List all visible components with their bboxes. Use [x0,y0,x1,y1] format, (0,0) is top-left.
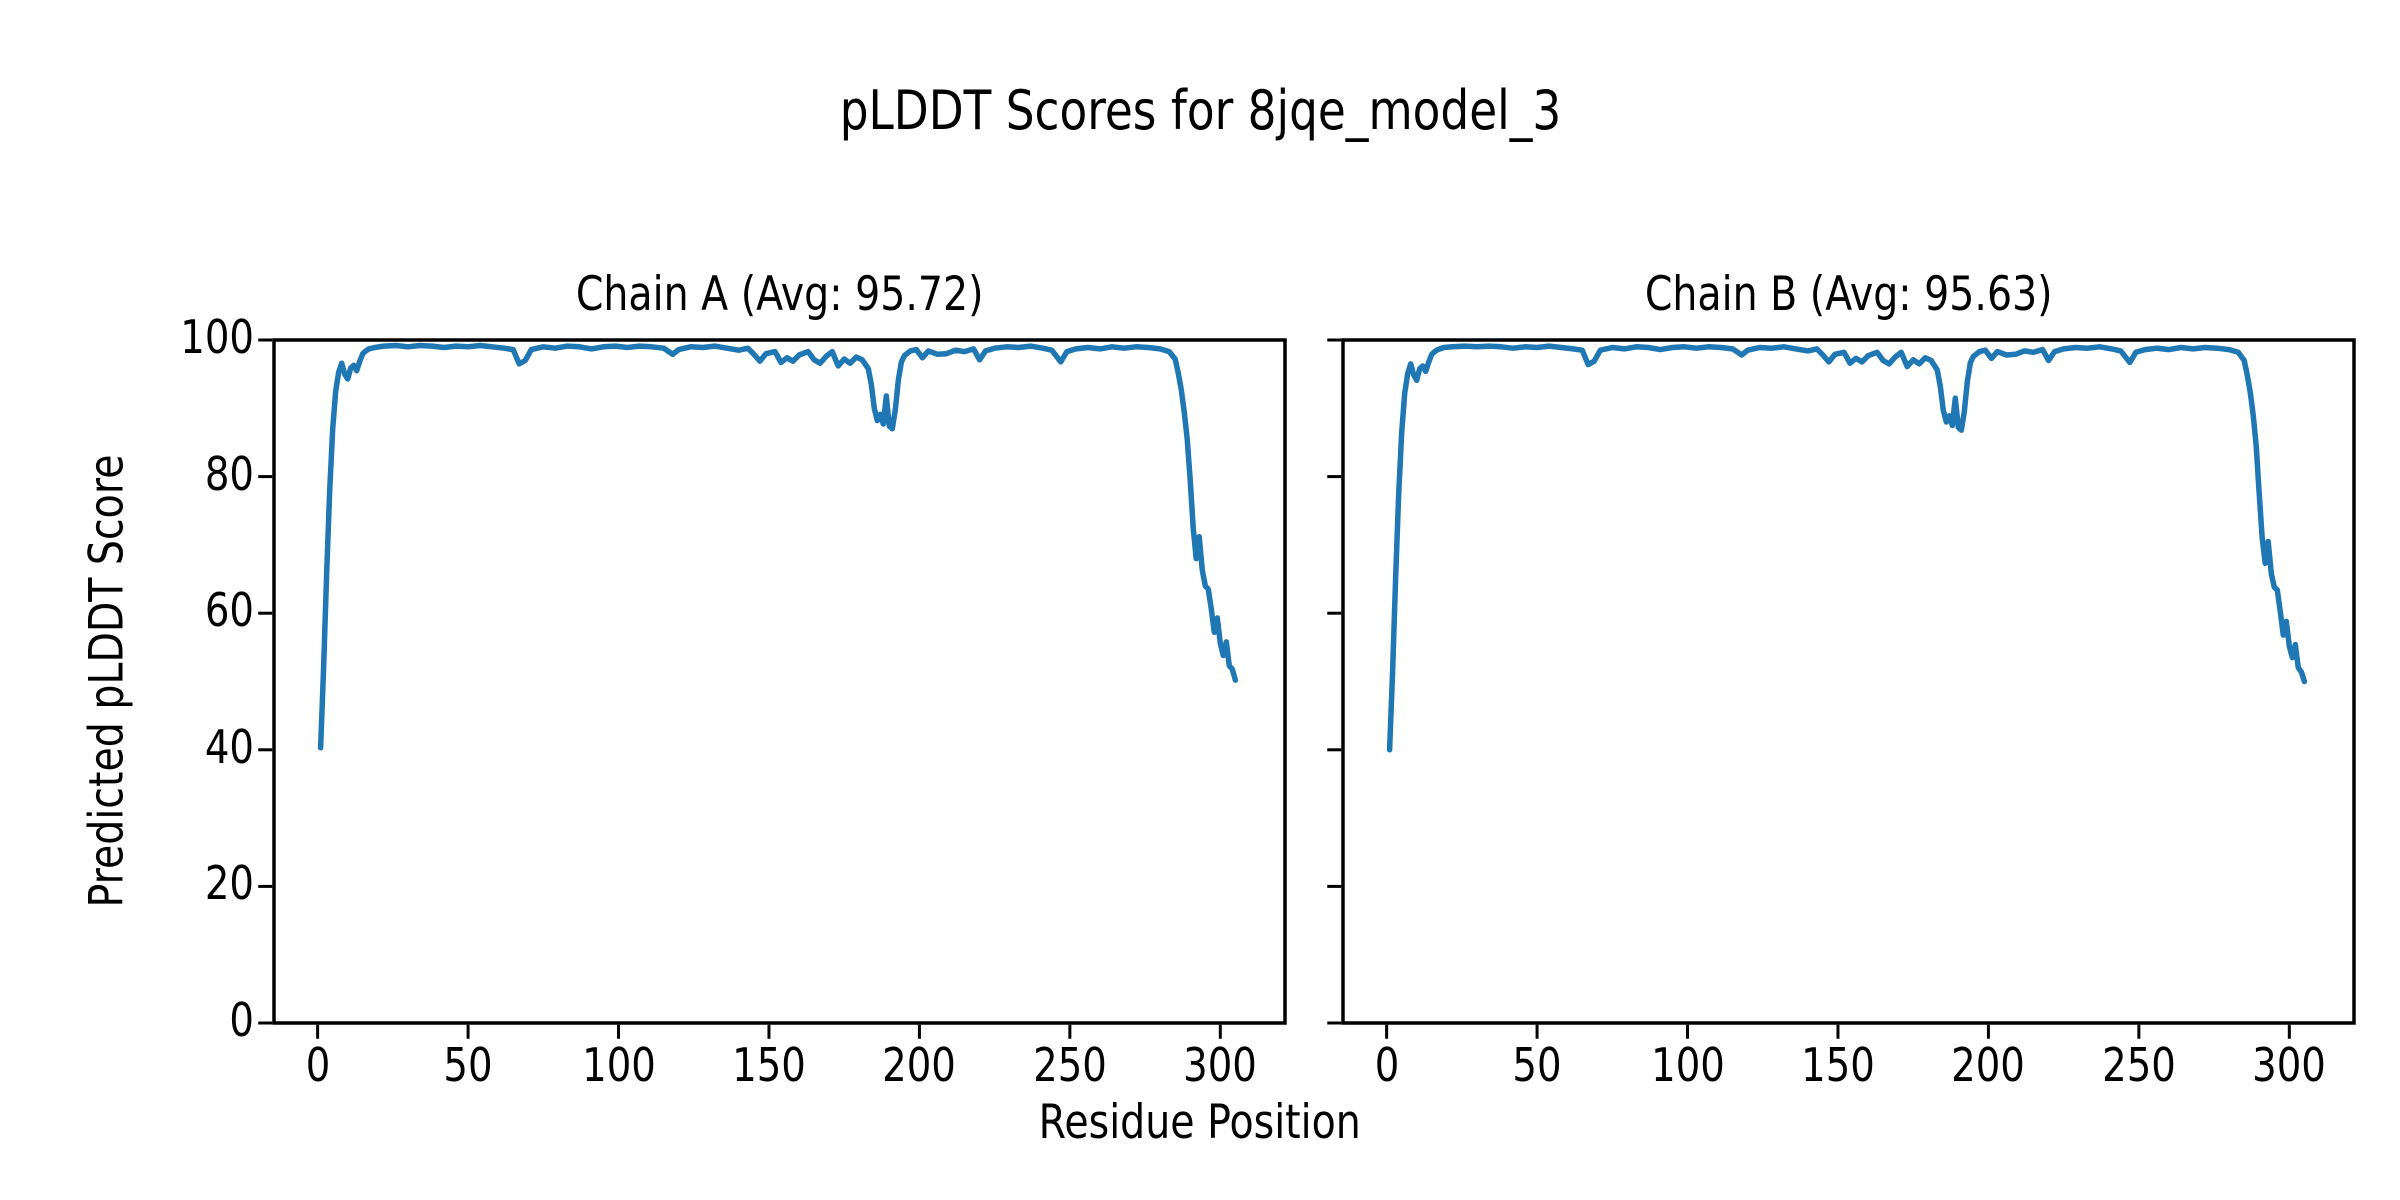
x-tick-label-chain-a: 250 [1032,1038,1107,1092]
axes-frame-chain-b [1341,338,2356,1025]
plddt-line-chain-b [1386,343,2308,753]
y-tick-label: 100 [180,310,254,364]
axes-frame-chain-a [272,338,1287,1025]
y-tick-label: 0 [229,993,254,1047]
y-tick-label: 20 [204,856,254,911]
x-axis-label-text: Residue Position [1038,1095,1362,1150]
x-tick-label-chain-a: 0 [305,1038,330,1092]
plddt-line-chain-a [317,342,1239,751]
x-tick-label-chain-b: 0 [1374,1038,1399,1092]
x-tick-label-chain-a: 200 [882,1038,957,1092]
y-axis-label-text: Predicted pLDDT Score [79,454,135,908]
figure-title: pLDDT Scores for 8jqe_model_3 [0,84,2400,138]
x-tick-label-chain-b: 150 [1801,1038,1875,1092]
subplot-title-chain-a: Chain A (Avg: 95.72) [274,271,1285,318]
subplot-title-chain-a-text: Chain A (Avg: 95.72) [575,267,984,322]
x-tick-label-chain-a: 100 [581,1038,656,1092]
x-tick-label-chain-b: 50 [1512,1038,1562,1092]
subplot-title-chain-b-text: Chain B (Avg: 95.63) [1644,267,2053,322]
figure-title-text: pLDDT Scores for 8jqe_model_3 [839,79,1561,142]
y-tick-label: 40 [204,719,254,774]
y-axis-label: Predicted pLDDT Score [80,455,135,908]
x-tick-label-chain-b: 100 [1650,1038,1725,1092]
x-axis-label: Residue Position [0,1099,2400,1146]
x-tick-label-chain-a: 50 [443,1038,493,1092]
x-tick-label-chain-a: 300 [1183,1038,1258,1092]
subplot-title-chain-b: Chain B (Avg: 95.63) [1343,271,2354,318]
x-tick-label-chain-b: 300 [2252,1038,2327,1092]
x-tick-label-chain-a: 150 [732,1038,806,1092]
x-tick-label-chain-b: 200 [1951,1038,2026,1092]
y-tick-label: 60 [204,583,254,638]
x-tick-label-chain-b: 250 [2101,1038,2176,1092]
y-tick-label: 80 [204,446,254,501]
